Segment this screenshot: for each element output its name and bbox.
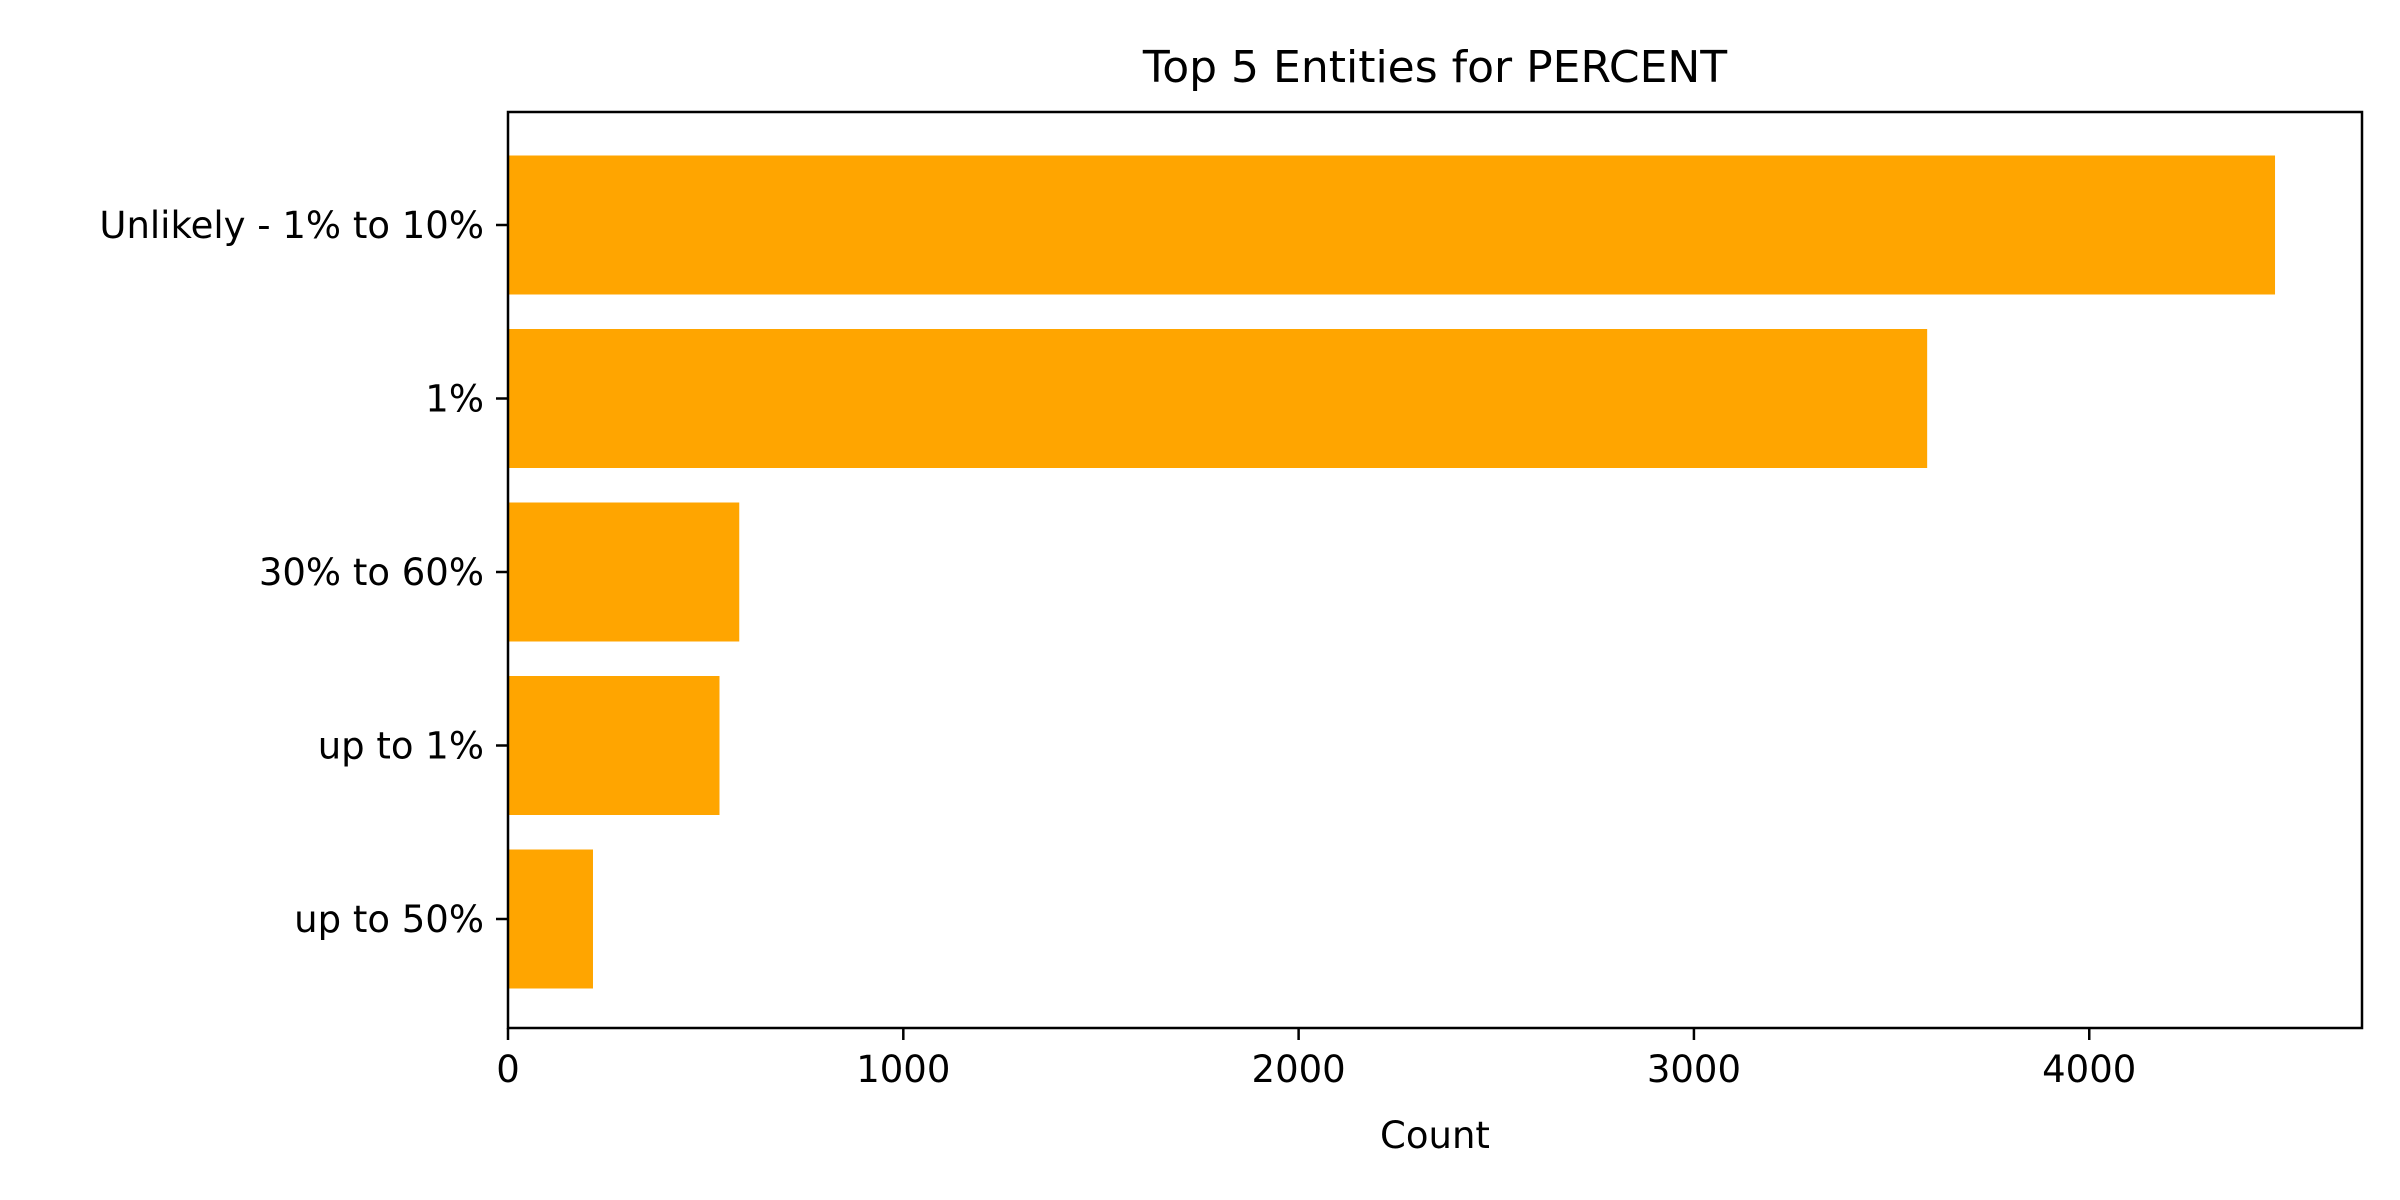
x-tick-label-1: 1000 bbox=[856, 1048, 950, 1091]
bar-0 bbox=[508, 155, 2276, 295]
bar-4 bbox=[508, 849, 593, 989]
x-tick-label-3: 3000 bbox=[1647, 1048, 1741, 1091]
y-tick-label-3: up to 1% bbox=[318, 725, 484, 768]
ticks-layer: Unlikely - 1% to 10% 1% 30% to 60% up to 1%… bbox=[99, 204, 2136, 1091]
x-tick-label-2: 2000 bbox=[1252, 1048, 1346, 1091]
bar-2 bbox=[508, 502, 740, 642]
plot-frame bbox=[506, 110, 2364, 1030]
y-tick-label-1: 1% bbox=[425, 378, 484, 421]
y-tick-label-4: up to 50% bbox=[294, 898, 484, 941]
y-tick-label-0: Unlikely - 1% to 10% bbox=[99, 204, 484, 247]
bar-1 bbox=[508, 329, 1928, 468]
chart-title: Top 5 Entities for PERCENT bbox=[1142, 42, 1727, 93]
bars-layer bbox=[508, 155, 2276, 989]
x-tick-label-4: 4000 bbox=[2042, 1048, 2136, 1091]
bar-3 bbox=[508, 676, 720, 815]
y-tick-label-2: 30% to 60% bbox=[259, 551, 484, 594]
x-tick-label-0: 0 bbox=[496, 1048, 520, 1091]
x-axis-label: Count bbox=[1380, 1114, 1490, 1157]
